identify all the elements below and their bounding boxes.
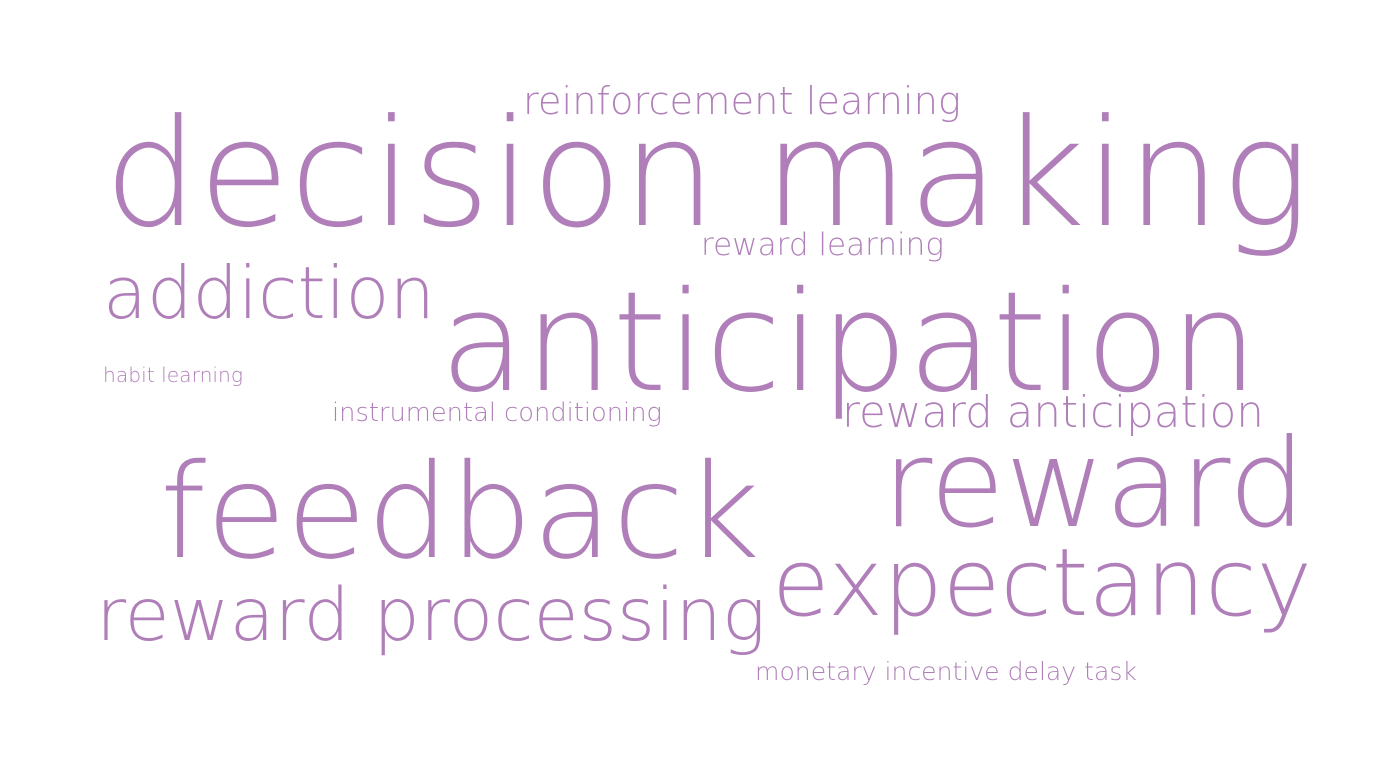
- word-reward: reward: [882, 412, 1306, 556]
- word-instrumental-conditioning: instrumental conditioning: [332, 398, 662, 429]
- word-reinforcement-learning: reinforcement learning: [523, 79, 961, 125]
- word-expectancy: expectancy: [772, 528, 1312, 638]
- word-addiction: addiction: [103, 251, 435, 336]
- word-reward-processing: reward processing: [96, 572, 766, 658]
- word-reward-anticipation: reward anticipation: [842, 388, 1264, 439]
- word-anticipation: anticipation: [440, 260, 1258, 423]
- word-habit-learning: habit learning: [103, 362, 244, 387]
- word-decision-making: decision making: [104, 88, 1310, 262]
- word-reward-learning: reward learning: [701, 226, 944, 263]
- word-monetary-incentive-delay-task: monetary incentive delay task: [755, 657, 1137, 686]
- word-feedback: feedback: [160, 435, 760, 588]
